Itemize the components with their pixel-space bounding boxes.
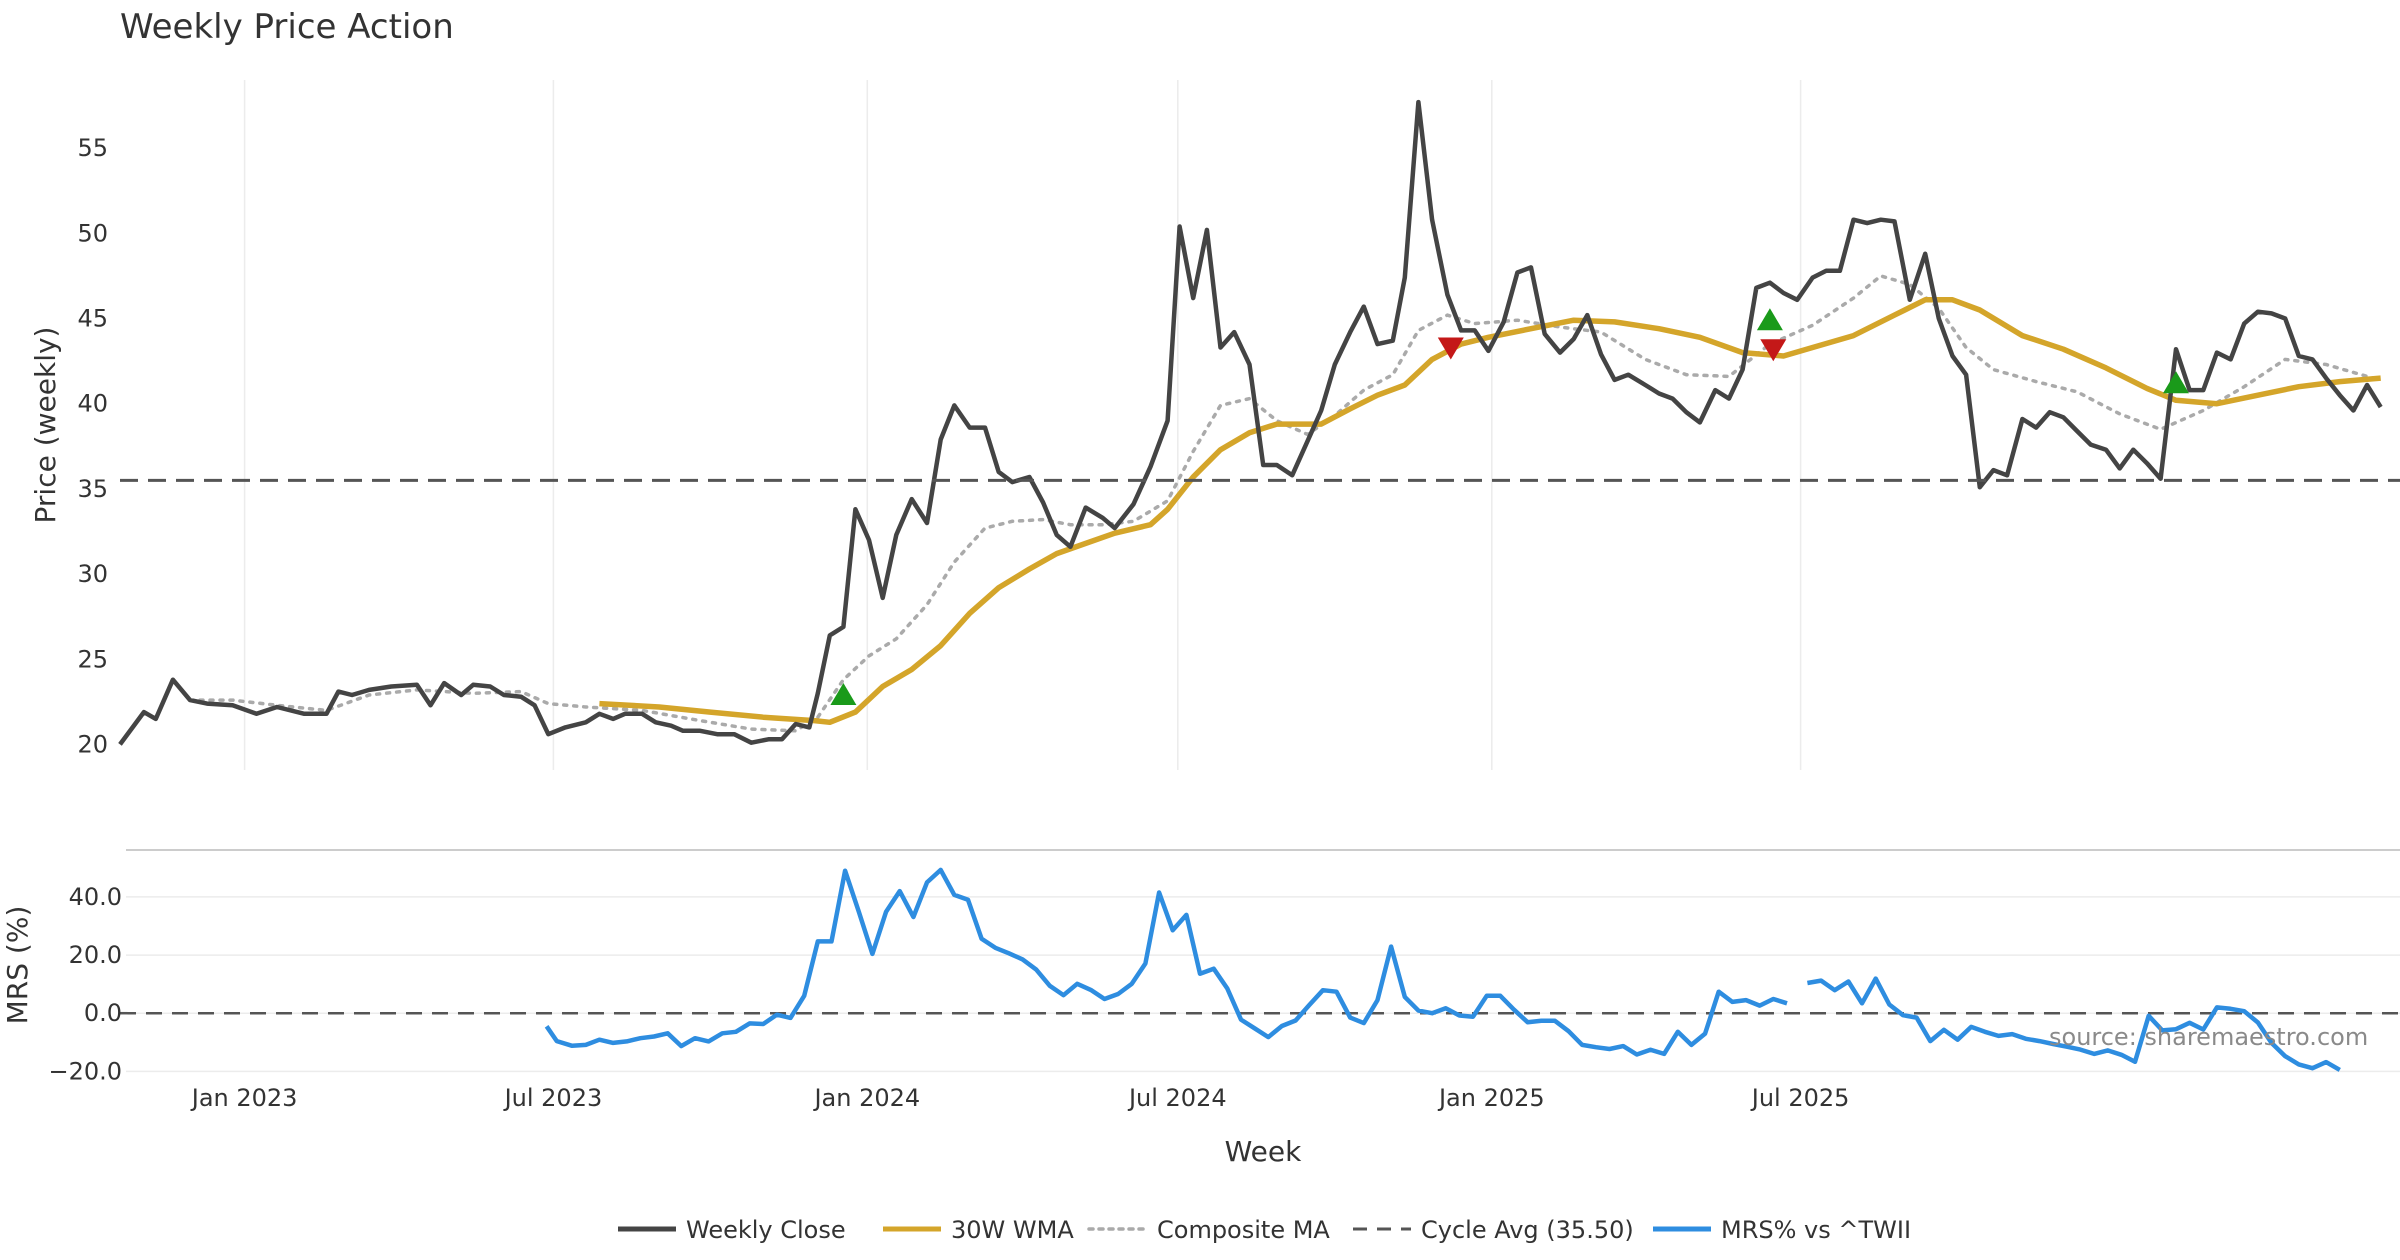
mrs-y-tick-label: 40.0 [69,883,122,911]
price-series [118,99,2400,746]
legend-item: MRS% vs ^TWII [1653,1216,1911,1244]
x-axis-label: Week [1225,1135,1302,1168]
sell-signal-marker [1437,337,1464,360]
composite-ma-line [188,273,2383,733]
mrs-series [120,867,2400,1072]
chart-title: Weekly Price Action [120,7,454,47]
x-tick-label: Jan 2024 [812,1084,920,1112]
x-tick-label: Jul 2023 [503,1084,603,1112]
price-y-tick-label: 45 [77,305,108,333]
x-tick-label: Jul 2024 [1127,1084,1227,1112]
price-y-tick-label: 30 [77,560,108,588]
legend-label: 30W WMA [951,1216,1074,1244]
x-tick-label: Jan 2025 [1437,1084,1545,1112]
price-y-tick-label: 55 [77,134,108,162]
legend-label: Weekly Close [686,1216,846,1244]
price-y-tick-label: 50 [77,219,108,247]
legend-label: MRS% vs ^TWII [1721,1216,1911,1244]
mrs-y-ticks: 40.0 20.0 0.0 −20.0 [48,883,122,1086]
legend-item: Composite MA [1087,1216,1330,1244]
source-note: source: sharemaestro.com [2049,1023,2368,1051]
buy-signal-marker [2163,371,2189,394]
sell-signal-marker [1760,339,1787,362]
x-ticks: Jan 2023 Jul 2023 Jan 2024 Jul 2024 Jan 2025… [190,1084,1850,1112]
price-grid [243,80,1802,770]
legend-item: 30W WMA [883,1216,1074,1244]
price-y-ticks: 20 25 30 35 40 45 50 55 [77,134,108,758]
buy-signal-marker [1756,308,1783,331]
mrs-y-tick-label: 20.0 [69,941,122,969]
x-tick-label: Jan 2023 [190,1084,298,1112]
mrs-y-axis-label: MRS (%) [1,906,34,1025]
price-y-tick-label: 20 [77,730,108,758]
price-y-tick-label: 35 [77,475,108,503]
weekly-close-line [118,99,2383,746]
price-y-tick-label: 40 [77,390,108,418]
mrs-y-tick-label: −20.0 [48,1057,122,1085]
legend-item: Weekly Close [618,1216,846,1244]
mrs-y-tick-label: 0.0 [84,999,122,1027]
legend-label: Cycle Avg (35.50) [1421,1216,1634,1244]
wma-30w-line [599,297,2381,726]
mrs-line [1807,976,2341,1072]
mrs-line [544,867,1788,1057]
buy-signal-marker [830,683,857,705]
legend-item: Cycle Avg (35.50) [1353,1216,1634,1244]
price-y-tick-label: 25 [77,645,108,673]
x-tick-label: Jul 2025 [1750,1084,1850,1112]
price-y-axis-label: Price (weekly) [29,327,62,524]
legend: Weekly Close 30W WMA Composite MA Cycle Avg… [618,1216,1911,1244]
legend-label: Composite MA [1157,1216,1330,1244]
